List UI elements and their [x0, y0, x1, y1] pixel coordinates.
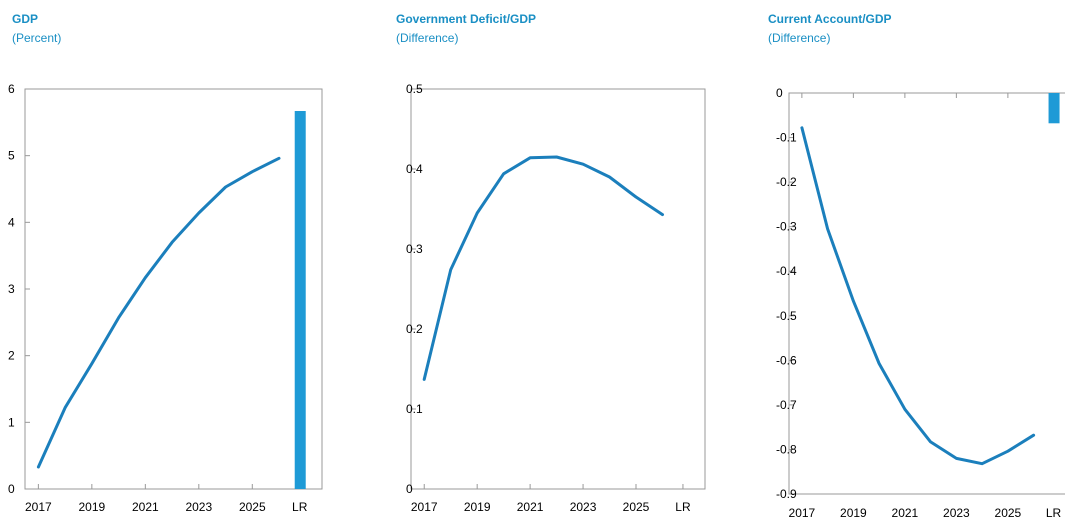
x-tick-label: 2017: [411, 500, 438, 514]
chart-subtitle: (Percent): [12, 31, 62, 45]
y-tick-label: 0: [406, 482, 413, 496]
plot-frame: [788, 92, 1065, 495]
y-tick-label: 0.2: [406, 322, 423, 336]
x-tick-label: 2021: [132, 500, 159, 514]
x-tick-label: LR: [1046, 506, 1062, 518]
x-tick-label: 2017: [25, 500, 52, 514]
x-tick-label: 2023: [943, 506, 970, 518]
plot-frame: [410, 88, 706, 490]
chart-subtitle: (Difference): [396, 31, 459, 45]
y-tick-label: 0.1: [406, 402, 423, 416]
y-tick-label: 0: [8, 482, 15, 496]
y-tick-label: 5: [8, 149, 15, 163]
x-tick-label: 2021: [892, 506, 919, 518]
y-tick-label: -0.7: [776, 398, 797, 412]
series-line: [800, 126, 1036, 466]
y-tick-label: 2: [8, 349, 15, 363]
y-tick-label: 0: [776, 86, 783, 100]
y-tick-label: 0.3: [406, 242, 423, 256]
y-tick-label: 0.4: [406, 162, 423, 176]
y-tick-label: 3: [8, 282, 15, 296]
y-tick-label: -0.6: [776, 353, 797, 367]
series-line: [36, 156, 281, 469]
x-tick-label: 2021: [517, 500, 544, 514]
chart-subtitle: (Difference): [768, 31, 831, 45]
y-tick-label: -0.2: [776, 175, 797, 189]
y-tick-label: 1: [8, 415, 15, 429]
y-tick-label: 0.5: [406, 82, 423, 96]
y-tick-label: -0.1: [776, 131, 797, 145]
x-tick-label: 2025: [239, 500, 266, 514]
x-tick-label: LR: [675, 500, 691, 514]
y-tick-label: -0.3: [776, 220, 797, 234]
y-tick-label: 4: [8, 215, 15, 229]
x-tick-label: 2025: [995, 506, 1022, 518]
long-run-bar: [1048, 93, 1060, 124]
y-tick-label: -0.5: [776, 309, 797, 323]
chart-title: Current Account/GDP: [768, 12, 892, 26]
y-tick-label: -0.8: [776, 442, 797, 456]
x-tick-label: 2023: [185, 500, 212, 514]
x-tick-label: 2017: [789, 506, 816, 518]
plot-frame: [24, 88, 323, 490]
x-tick-label: 2019: [840, 506, 867, 518]
x-tick-label: LR: [292, 500, 308, 514]
x-tick-label: 2023: [570, 500, 597, 514]
chart-title: GDP: [12, 12, 39, 26]
series-line: [422, 155, 664, 381]
long-run-bar: [294, 111, 306, 489]
y-tick-label: -0.9: [776, 487, 797, 501]
x-tick-label: 2025: [623, 500, 650, 514]
y-tick-label: 6: [8, 82, 15, 96]
y-tick-label: -0.4: [776, 264, 797, 278]
x-tick-label: 2019: [464, 500, 491, 514]
x-tick-label: 2019: [78, 500, 105, 514]
chart-title: Government Deficit/GDP: [396, 12, 537, 26]
